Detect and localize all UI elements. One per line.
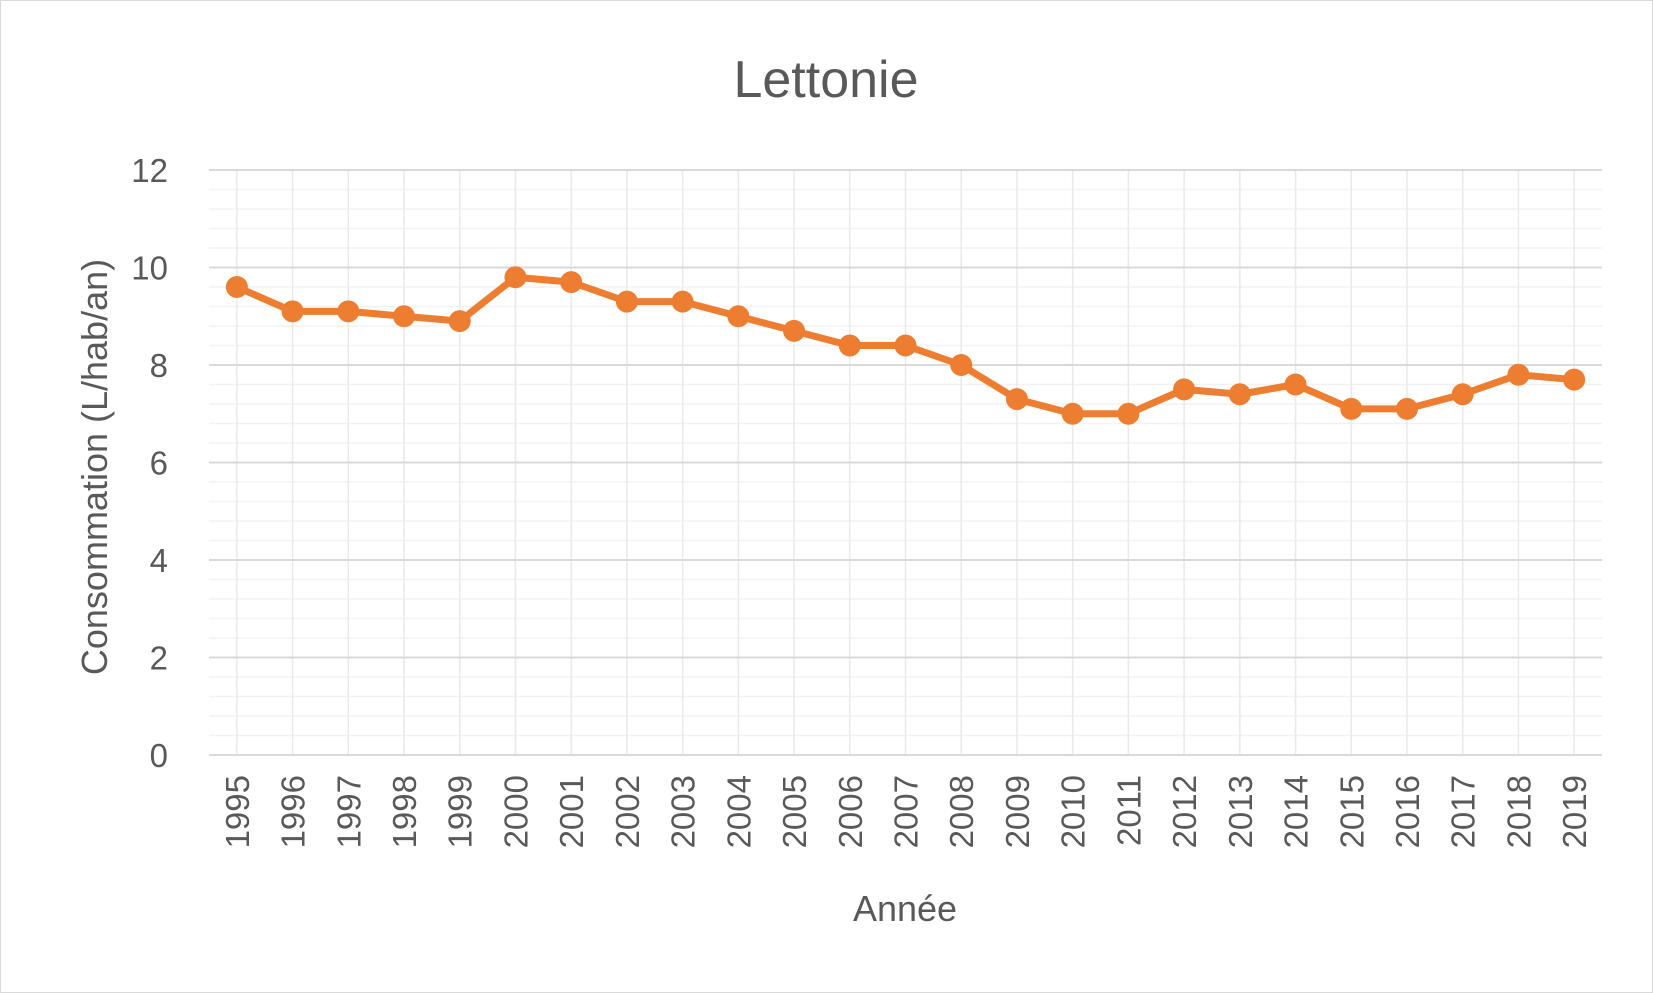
y-tick-label: 0 [150,737,168,774]
y-axis-title: Consommation (L/hab/an) [74,259,115,675]
x-tick-label: 2007 [888,775,925,848]
x-tick-label: 1998 [386,775,423,848]
data-point [1395,397,1418,420]
data-point [225,276,248,298]
y-tick-label: 6 [150,445,168,482]
data-point [1228,383,1251,406]
x-tick-label: 2014 [1278,775,1315,848]
data-point [1284,373,1307,396]
x-tick-label: 2005 [776,775,813,848]
y-axis-ticks: 0 2 4 6 8 10 12 [131,152,168,774]
data-point [1340,397,1363,420]
x-tick-label: 2015 [1333,775,1370,848]
x-tick-label: 2002 [609,775,646,848]
data-point [1117,402,1140,425]
x-tick-label: 2011 [1110,775,1147,846]
data-point [950,354,973,376]
x-axis-title: Année [853,888,957,929]
x-tick-label: 1999 [442,775,479,848]
y-tick-label: 8 [150,347,168,384]
series-points [225,266,1586,425]
data-point [504,266,527,289]
data-point [1173,378,1196,401]
data-point [783,319,806,342]
x-axis-ticks: 1995 1996 1997 1998 1999 2000 2001 2002 2003 2004… [219,775,1593,848]
y-tick-label: 10 [131,250,168,287]
data-point [838,334,861,357]
data-point [894,334,917,357]
x-tick-label: 2006 [832,775,869,848]
x-tick-label: 1995 [219,775,256,848]
data-point [560,271,583,294]
x-tick-label: 2004 [720,775,757,848]
gridlines [209,169,1602,756]
data-point [1507,363,1530,386]
x-tick-label: 1996 [275,775,312,848]
y-tick-label: 2 [150,640,168,677]
chart-title: Lettonie [733,51,918,109]
x-tick-label: 2010 [1055,775,1092,848]
x-tick-label: 2013 [1222,775,1259,848]
data-point [1005,388,1028,411]
x-tick-label: 2001 [553,775,590,848]
data-point [727,305,750,328]
x-tick-label: 2000 [497,775,534,848]
data-point [337,300,360,323]
x-tick-label: 2003 [665,775,702,848]
x-tick-label: 2008 [943,775,980,848]
data-point [671,290,694,313]
x-tick-label: 1997 [330,775,367,848]
data-point [393,305,416,328]
x-tick-label: 2016 [1389,775,1426,848]
x-tick-label: 2019 [1556,775,1593,848]
x-tick-label: 2017 [1445,775,1482,848]
data-point [448,310,471,333]
data-point [1061,402,1084,425]
x-tick-label: 2009 [999,775,1036,848]
x-tick-label: 2012 [1166,775,1203,848]
data-point [1451,383,1474,406]
data-point [615,290,638,313]
x-tick-label: 2018 [1500,775,1537,848]
y-tick-label: 4 [150,542,168,579]
data-point [1563,368,1586,391]
y-tick-label: 12 [131,152,168,189]
data-point [281,300,304,323]
